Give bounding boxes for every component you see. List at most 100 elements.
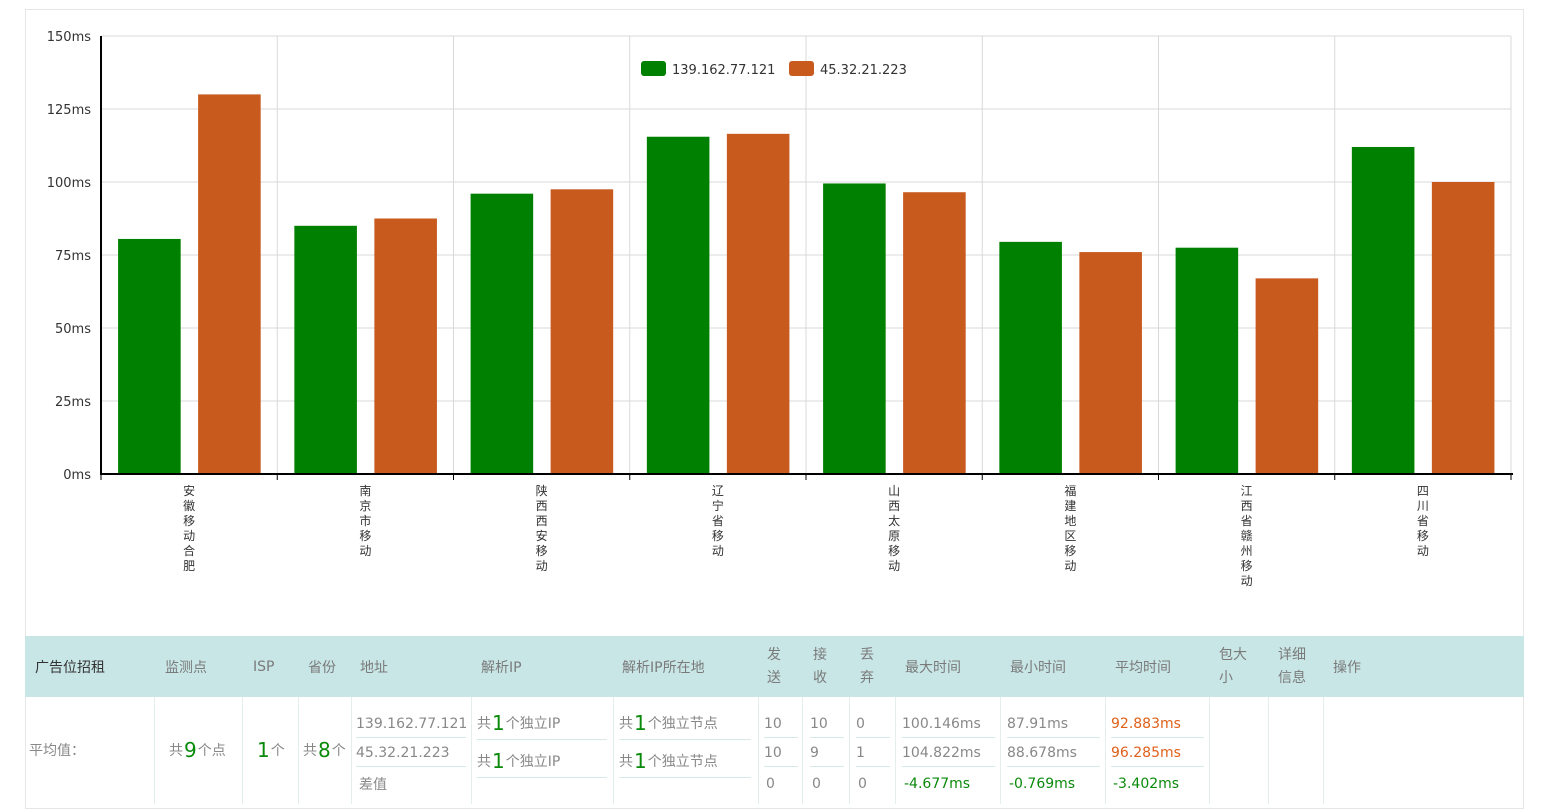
resolved-node-2: 共 1 个独立节点 <box>619 744 751 778</box>
header-max-time: 最大时间 <box>905 659 961 676</box>
monitor-prefix: 共 <box>169 743 183 759</box>
bar-series-2[interactable] <box>550 189 614 475</box>
col-divider <box>758 697 759 804</box>
resolved-node-2-number: 1 <box>634 748 647 773</box>
header-packet-size: 包大 小 <box>1219 636 1247 697</box>
x-category-label: 南京市移动 <box>359 483 371 558</box>
min-time-1: 87.91ms <box>1007 711 1100 738</box>
header-dropped-2: 弃 <box>860 669 874 686</box>
y-tick-label: 25ms <box>55 395 91 410</box>
address-ip-2: 45.32.21.223 <box>356 740 466 767</box>
bar-series-2[interactable] <box>1079 252 1142 474</box>
col-divider <box>1209 697 1210 804</box>
col-divider <box>849 697 850 804</box>
col-divider <box>1323 697 1324 804</box>
col-divider <box>471 697 472 804</box>
header-packet-size-1: 包大 <box>1219 646 1247 663</box>
monitor-count: 共 9 个点 <box>169 737 226 763</box>
bar-series-1[interactable] <box>118 238 181 474</box>
resolved-ip-2-prefix: 共 <box>477 753 491 770</box>
header-avg-time: 平均时间 <box>1115 659 1171 676</box>
resolved-ip-2-number: 1 <box>492 748 505 773</box>
isp-number: 1 <box>257 738 270 762</box>
header-dropped-1: 丢 <box>860 646 874 663</box>
bar-series-1[interactable] <box>294 225 357 474</box>
dropped-1: 0 <box>856 711 890 738</box>
resolved-ip-1-prefix: 共 <box>477 716 491 732</box>
col-divider <box>298 697 299 804</box>
y-tick-label: 100ms <box>47 176 91 191</box>
received-1: 10 <box>810 711 844 738</box>
header-address: 地址 <box>360 659 388 676</box>
header-resolved-location: 解析IP所在地 <box>622 659 705 676</box>
address-ip-1: 139.162.77.121 <box>356 711 467 738</box>
y-tick-label: 150ms <box>47 30 91 45</box>
header-sent-1: 发 <box>767 646 781 663</box>
isp-count: 1 个 <box>256 737 285 763</box>
header-isp: ISP <box>253 658 275 675</box>
max-time-diff: -4.677ms <box>904 776 971 792</box>
header-action: 操作 <box>1333 659 1361 676</box>
bar-series-1[interactable] <box>646 136 710 475</box>
sent-2: 10 <box>764 740 798 767</box>
bar-series-1[interactable] <box>823 183 886 474</box>
resolved-node-2-suffix: 个独立节点 <box>647 753 718 770</box>
bar-series-1[interactable] <box>999 241 1062 474</box>
col-divider <box>613 697 614 804</box>
max-time-2: 104.822ms <box>902 740 995 767</box>
x-category-label: 安徽移动合肥 <box>183 483 195 573</box>
resolved-ip-2-suffix: 个独立IP <box>505 753 561 770</box>
header-detail-1: 详细 <box>1278 646 1306 663</box>
bar-series-1[interactable] <box>470 193 534 474</box>
table-header: 广告位招租 监测点 ISP 省份 地址 解析IP 解析IP所在地 发 送 接 收… <box>25 636 1524 697</box>
legend-swatch[interactable] <box>641 61 666 76</box>
header-detail: 详细 信息 <box>1278 636 1306 697</box>
monitor-number: 9 <box>184 738 197 762</box>
bar-series-2[interactable] <box>1255 278 1319 474</box>
min-time-2: 88.678ms <box>1007 740 1100 767</box>
legend-label[interactable]: 45.32.21.223 <box>820 63 907 78</box>
col-divider <box>154 697 155 804</box>
header-min-time: 最小时间 <box>1010 659 1066 676</box>
dropped-diff: 0 <box>858 776 867 792</box>
avg-time-diff: -3.402ms <box>1113 776 1180 792</box>
col-divider <box>1268 697 1269 804</box>
bar-series-2[interactable] <box>903 192 966 474</box>
x-category-label: 江西省赣州移动 <box>1241 484 1253 588</box>
min-time-diff: -0.769ms <box>1009 776 1076 792</box>
resolved-node-1: 共 1 个独立节点 <box>619 707 751 740</box>
header-province: 省份 <box>308 659 336 676</box>
bar-series-2[interactable] <box>726 133 790 474</box>
col-divider <box>802 697 803 804</box>
x-category-label: 山西太原移动 <box>888 484 900 573</box>
bar-series-2[interactable] <box>374 218 437 475</box>
bar-series-2[interactable] <box>1431 182 1495 474</box>
resolved-ip-1: 共 1 个独立IP <box>477 707 607 740</box>
monitor-suffix: 个点 <box>197 743 226 759</box>
ping-table: 广告位招租 监测点 ISP 省份 地址 解析IP 解析IP所在地 发 送 接 收… <box>25 636 1524 804</box>
y-tick-label: 50ms <box>55 322 91 337</box>
header-received: 接 收 <box>813 636 827 697</box>
resolved-ip-2: 共 1 个独立IP <box>477 744 607 778</box>
received-2: 9 <box>810 740 844 767</box>
header-dropped: 丢 弃 <box>860 636 874 697</box>
header-ad[interactable]: 广告位招租 <box>35 659 105 676</box>
received-diff: 0 <box>812 776 821 792</box>
table-row-average: 平均值： 共 9 个点 1 个 共 8 个 139.162.77.121 45.… <box>25 697 1524 804</box>
legend-swatch[interactable] <box>789 61 814 76</box>
header-packet-size-2: 小 <box>1219 669 1233 686</box>
resolved-node-1-suffix: 个独立节点 <box>647 716 718 732</box>
sent-diff: 0 <box>766 776 775 792</box>
bar-chart-svg: 0ms 25ms 50ms 75ms 100ms 125ms 150ms 安徽移动合肥 南京市移… <box>47 30 1513 588</box>
resolved-ip-1-number: 1 <box>492 711 505 735</box>
legend-label[interactable]: 139.162.77.121 <box>672 63 775 78</box>
bar-series-1[interactable] <box>1351 146 1415 474</box>
resolved-node-1-prefix: 共 <box>619 716 633 732</box>
avg-time-1: 92.883ms <box>1111 711 1204 738</box>
bar-series-1[interactable] <box>1175 247 1239 474</box>
latency-chart: 0ms 25ms 50ms 75ms 100ms 125ms 150ms 安徽移动合肥 南京市移… <box>47 30 1513 588</box>
x-category-label: 陕西西安移动 <box>536 483 548 573</box>
header-sent: 发 送 <box>767 636 781 697</box>
y-tick-label: 0ms <box>63 468 91 483</box>
bar-series-2[interactable] <box>198 94 261 475</box>
